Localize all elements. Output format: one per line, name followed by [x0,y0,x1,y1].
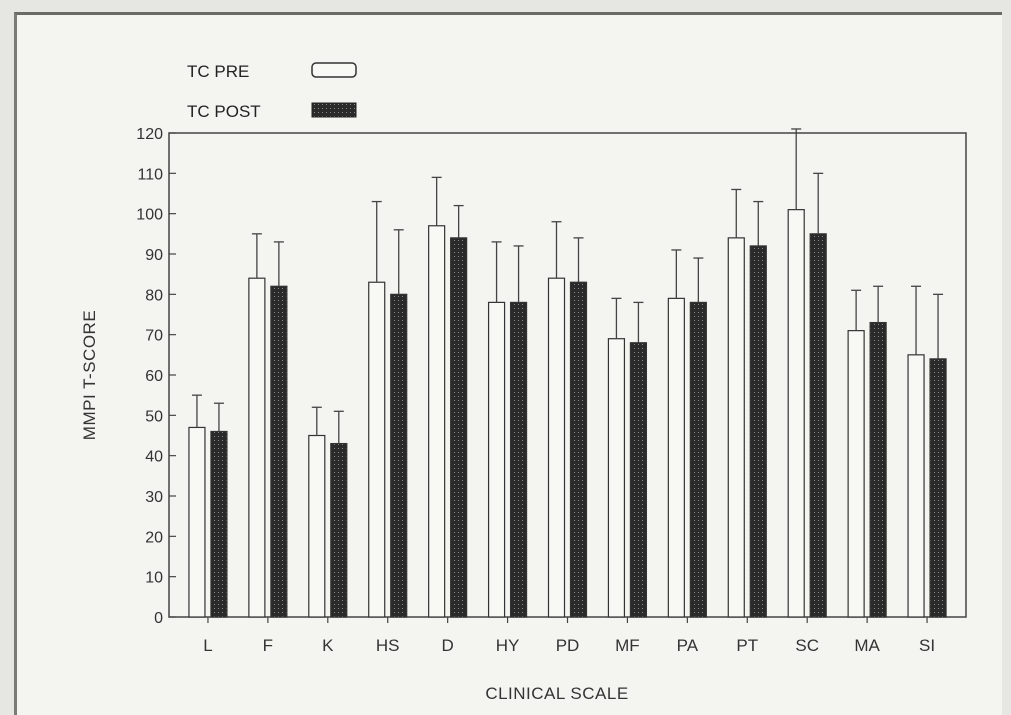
y-tick-label: 30 [145,489,163,506]
bar-post-hy [509,301,528,618]
x-tick-label: K [322,636,334,655]
bar-post-mf [629,342,648,618]
bar-pre-ma [847,330,865,618]
bar-post-si [929,358,947,618]
y-tick-label: 100 [136,207,163,224]
y-axis: 0 10 20 30 40 50 60 70 80 90 100 110 120 [136,126,176,627]
bar-post-pd [569,281,588,618]
x-tick-label: PD [556,636,580,655]
y-tick-label: 110 [137,166,163,183]
y-tick-label: 90 [145,247,163,264]
bar-pre-k [308,434,326,618]
y-tick-label: 120 [136,126,163,143]
y-tick-label: 20 [145,529,163,546]
bar-pre-d [428,225,446,618]
x-tick-label: PA [677,636,699,655]
bar-post-d [450,237,468,618]
y-tick-label: 60 [145,368,163,385]
x-tick-label: SC [795,636,819,655]
x-tick-label: HS [376,636,400,655]
y-tick-label: 0 [154,610,163,627]
bar-pre-sc [787,209,805,618]
chart-figure: TC PRE TC POST 0 10 20 30 40 50 60 70 80 90 100 110… [14,12,1002,715]
bar-pre-hy [487,301,506,618]
y-tick-label: 80 [145,287,163,304]
bar-post-f [270,285,288,618]
x-tick-label: L [203,636,212,655]
x-tick-label: MA [854,636,880,655]
y-tick-label: 10 [145,570,163,587]
bar-pre-pd [547,277,566,618]
bar-post-ma [869,321,887,618]
bar-pre-si [907,354,925,618]
bar-post-hs [390,293,408,618]
bar-pre-f [248,277,266,618]
legend: TC PRE TC POST [187,62,357,121]
x-tick-label: D [442,636,454,655]
bars [188,128,947,618]
bar-post-k [330,442,348,618]
bar-pre-pa [667,297,685,618]
bar-post-l [210,430,228,618]
plot-area [168,132,967,618]
x-tick-label: PT [736,636,758,655]
legend-label-post: TC POST [187,102,261,121]
bar-post-sc [809,233,827,618]
legend-swatch-post [311,102,357,118]
y-tick-label: 70 [145,328,163,345]
legend-swatch-pre [311,62,357,78]
bar-post-pa [689,301,707,618]
y-axis-title: MMPI T-SCORE [80,310,99,440]
y-tick-label: 40 [145,449,163,466]
x-tick-label: F [263,636,273,655]
bar-post-pt [749,245,767,618]
bar-pre-mf [607,338,626,618]
bar-pre-pt [727,237,745,618]
x-tick-label: SI [919,636,935,655]
y-tick-label: 50 [145,408,163,425]
legend-label-pre: TC PRE [187,62,249,81]
bar-pre-hs [368,281,386,618]
bar-pre-l [188,426,206,618]
x-tick-label: HY [496,636,520,655]
x-axis-title: CLINICAL SCALE [485,684,628,703]
x-axis: L F K HS D HY PD MF PA PT SC MA SI [203,617,935,655]
bar-chart: TC PRE TC POST 0 10 20 30 40 50 60 70 80 90 100 110… [80,62,967,703]
x-tick-label: MF [615,636,640,655]
